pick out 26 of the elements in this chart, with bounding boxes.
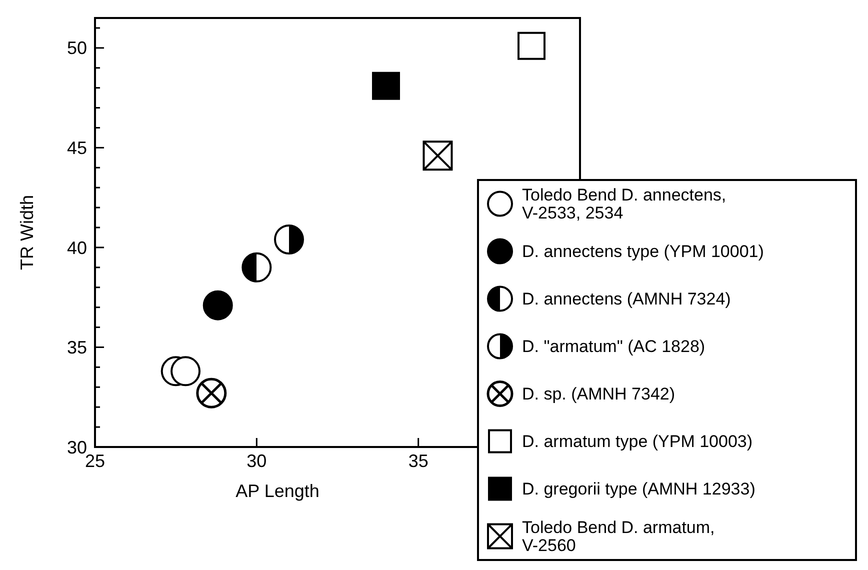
legend-label: D. annectens (AMNH 7324) [522, 290, 731, 309]
y-tick-label: 45 [66, 138, 87, 158]
point [274, 224, 304, 254]
x-tick-label: 25 [84, 451, 106, 471]
y-tick-label: 50 [66, 38, 87, 58]
point [202, 290, 233, 320]
y-tick-label: 35 [66, 338, 87, 358]
x-tick-label: 35 [408, 451, 428, 471]
legend-label: Toledo Bend D. annectens, V-2533, 2534 [522, 186, 726, 223]
point [170, 356, 201, 386]
point [242, 252, 272, 282]
legend-label: Toledo Bend D. armatum, V-2560 [522, 518, 715, 556]
point [422, 140, 453, 171]
y-axis-title: TR Width [17, 194, 37, 270]
x-axis-title: AP Length [236, 481, 320, 501]
y-tick-label: 40 [66, 238, 87, 258]
legend-label: D. sp. (AMNH 7342) [522, 384, 676, 404]
x-tick-label: 30 [246, 451, 267, 471]
legend-label: D. armatum type (YPM 10003) [522, 432, 753, 452]
point [518, 32, 546, 60]
y-tick-label: 30 [66, 437, 87, 458]
point [372, 72, 400, 100]
point [196, 378, 227, 408]
legend-label: D. annectens type (YPM 10001) [522, 242, 764, 262]
legend-label: D. "armatum" (AC 1828) [522, 337, 706, 356]
legend-label: D. gregorii type (AMNH 12933) [522, 480, 756, 499]
